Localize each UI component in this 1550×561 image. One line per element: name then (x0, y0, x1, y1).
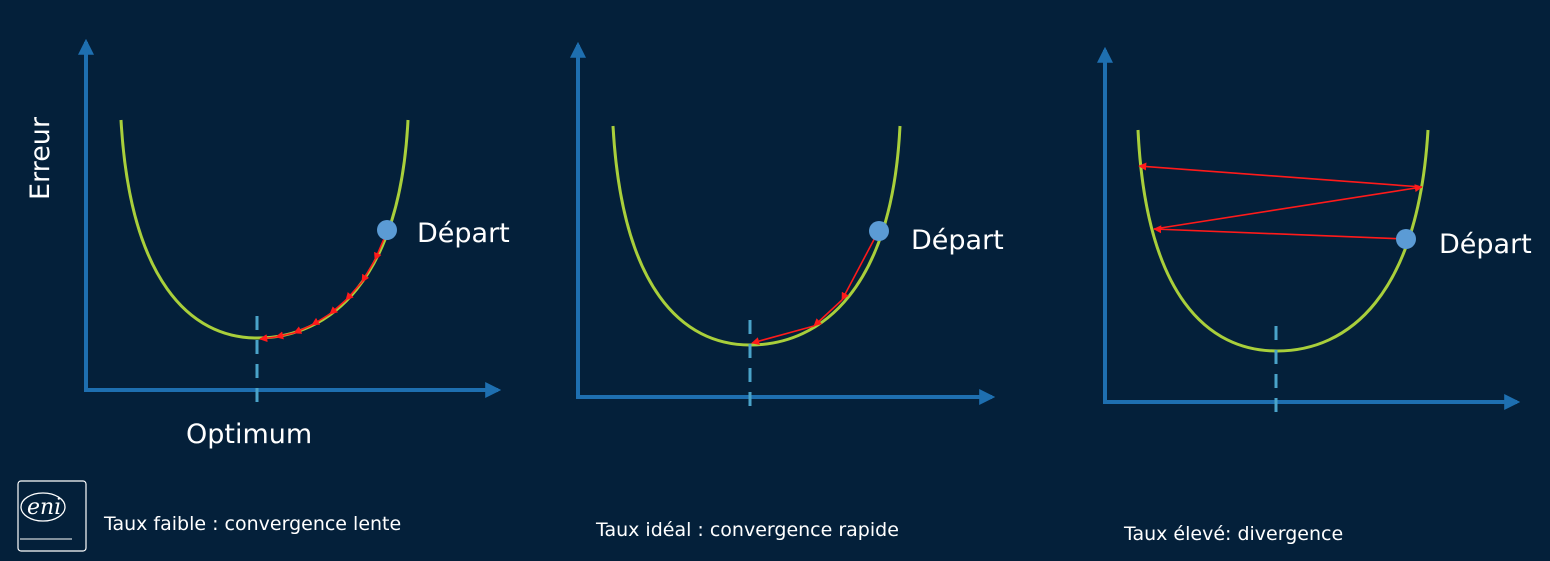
step-arrow (275, 331, 295, 340)
eni-logo: eni (17, 480, 87, 552)
eni-logo-text: eni (27, 495, 61, 520)
step-arrow (841, 231, 879, 301)
panel-slow: Départ Optimum Erreur Taux faible : conv… (25, 38, 510, 535)
panel-caption: Taux faible : convergence lente (103, 513, 401, 535)
error-curve (119, 119, 410, 340)
eni-logo-icon (20, 492, 66, 522)
start-label: Départ (911, 225, 1004, 256)
error-curve (1136, 129, 1430, 353)
step-arrow (361, 259, 376, 283)
start-point (377, 220, 397, 240)
panel-caption: Taux idéal : convergence rapide (595, 519, 899, 541)
step-arrow (293, 324, 313, 334)
start-label: Départ (417, 218, 510, 249)
step-arrow (813, 299, 843, 327)
start-point (869, 221, 889, 241)
panel-ideal: Départ Taux idéal : convergence rapide (570, 41, 1004, 541)
optimum-label: Optimum (186, 419, 312, 450)
y-axis-label: Erreur (25, 116, 56, 200)
step-arrow (1153, 184, 1423, 230)
start-label: Départ (1439, 229, 1532, 260)
panel-diverge: Départ Taux élevé: divergence (1097, 46, 1532, 545)
step-arrow (329, 299, 347, 315)
step-arrow (311, 313, 331, 326)
panel-caption: Taux élevé: divergence (1123, 523, 1343, 545)
step-arrow (345, 281, 363, 301)
error-curve (611, 125, 902, 347)
eni-logo-frame (17, 480, 87, 552)
step-arrow (1138, 162, 1423, 188)
step-arrows (751, 231, 879, 345)
step-arrow (259, 334, 277, 343)
step-arrow (1153, 225, 1407, 240)
step-arrows (259, 233, 387, 343)
step-arrows (1138, 162, 1423, 240)
step-arrow (751, 325, 815, 345)
start-point (1396, 229, 1416, 249)
